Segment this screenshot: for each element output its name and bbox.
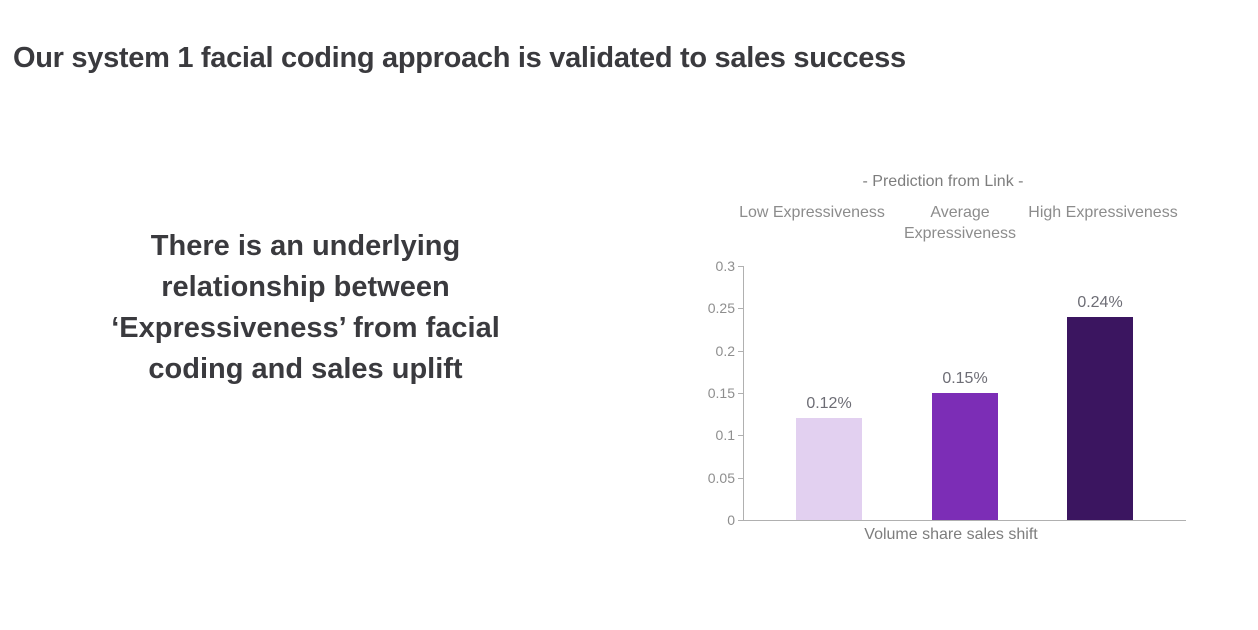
y-tick-mark [738, 266, 743, 267]
key-message-line: coding and sales uplift [148, 353, 463, 385]
y-tick-mark [738, 478, 743, 479]
category-label-high: High Expressiveness [1028, 204, 1178, 221]
y-tick-label: 0.15 [707, 385, 735, 401]
y-axis-line [743, 266, 744, 521]
x-axis-title: Volume share sales shift [864, 526, 1038, 543]
key-message-line: relationship between [161, 271, 450, 303]
category-label-average: Average Expressiveness [903, 204, 1017, 242]
y-tick-label: 0.1 [715, 427, 735, 443]
y-tick-label: 0.2 [715, 343, 735, 359]
y-tick-label: 0.3 [715, 258, 735, 274]
bar-value-label: 0.15% [942, 370, 988, 387]
y-tick-label: 0.05 [707, 470, 735, 486]
y-tick-label: 0 [727, 512, 735, 528]
y-tick-mark [738, 520, 743, 521]
chart-title: - Prediction from Link - [862, 173, 1024, 190]
bar-high-expressiveness: 0.24% [1067, 294, 1133, 520]
bar-value-label: 0.24% [1077, 294, 1123, 311]
key-message-line: There is an underlying [150, 230, 461, 262]
bar-low-expressiveness: 0.12% [796, 395, 862, 520]
key-message-line: ‘Expressiveness’ from facial [111, 312, 500, 344]
y-tick-mark [738, 351, 743, 352]
y-tick-mark [738, 308, 743, 309]
y-tick-mark [738, 435, 743, 436]
slide-title: Our system 1 facial coding approach is v… [13, 42, 906, 75]
key-message: There is an underlying relationship betw… [58, 226, 553, 390]
category-label-low: Low Expressiveness [739, 204, 885, 221]
bar-value-label: 0.12% [806, 395, 852, 412]
y-tick-mark [738, 393, 743, 394]
y-tick-label: 0.25 [707, 300, 735, 316]
bar-average-expressiveness: 0.15% [932, 370, 998, 520]
x-axis-line [743, 520, 1186, 521]
